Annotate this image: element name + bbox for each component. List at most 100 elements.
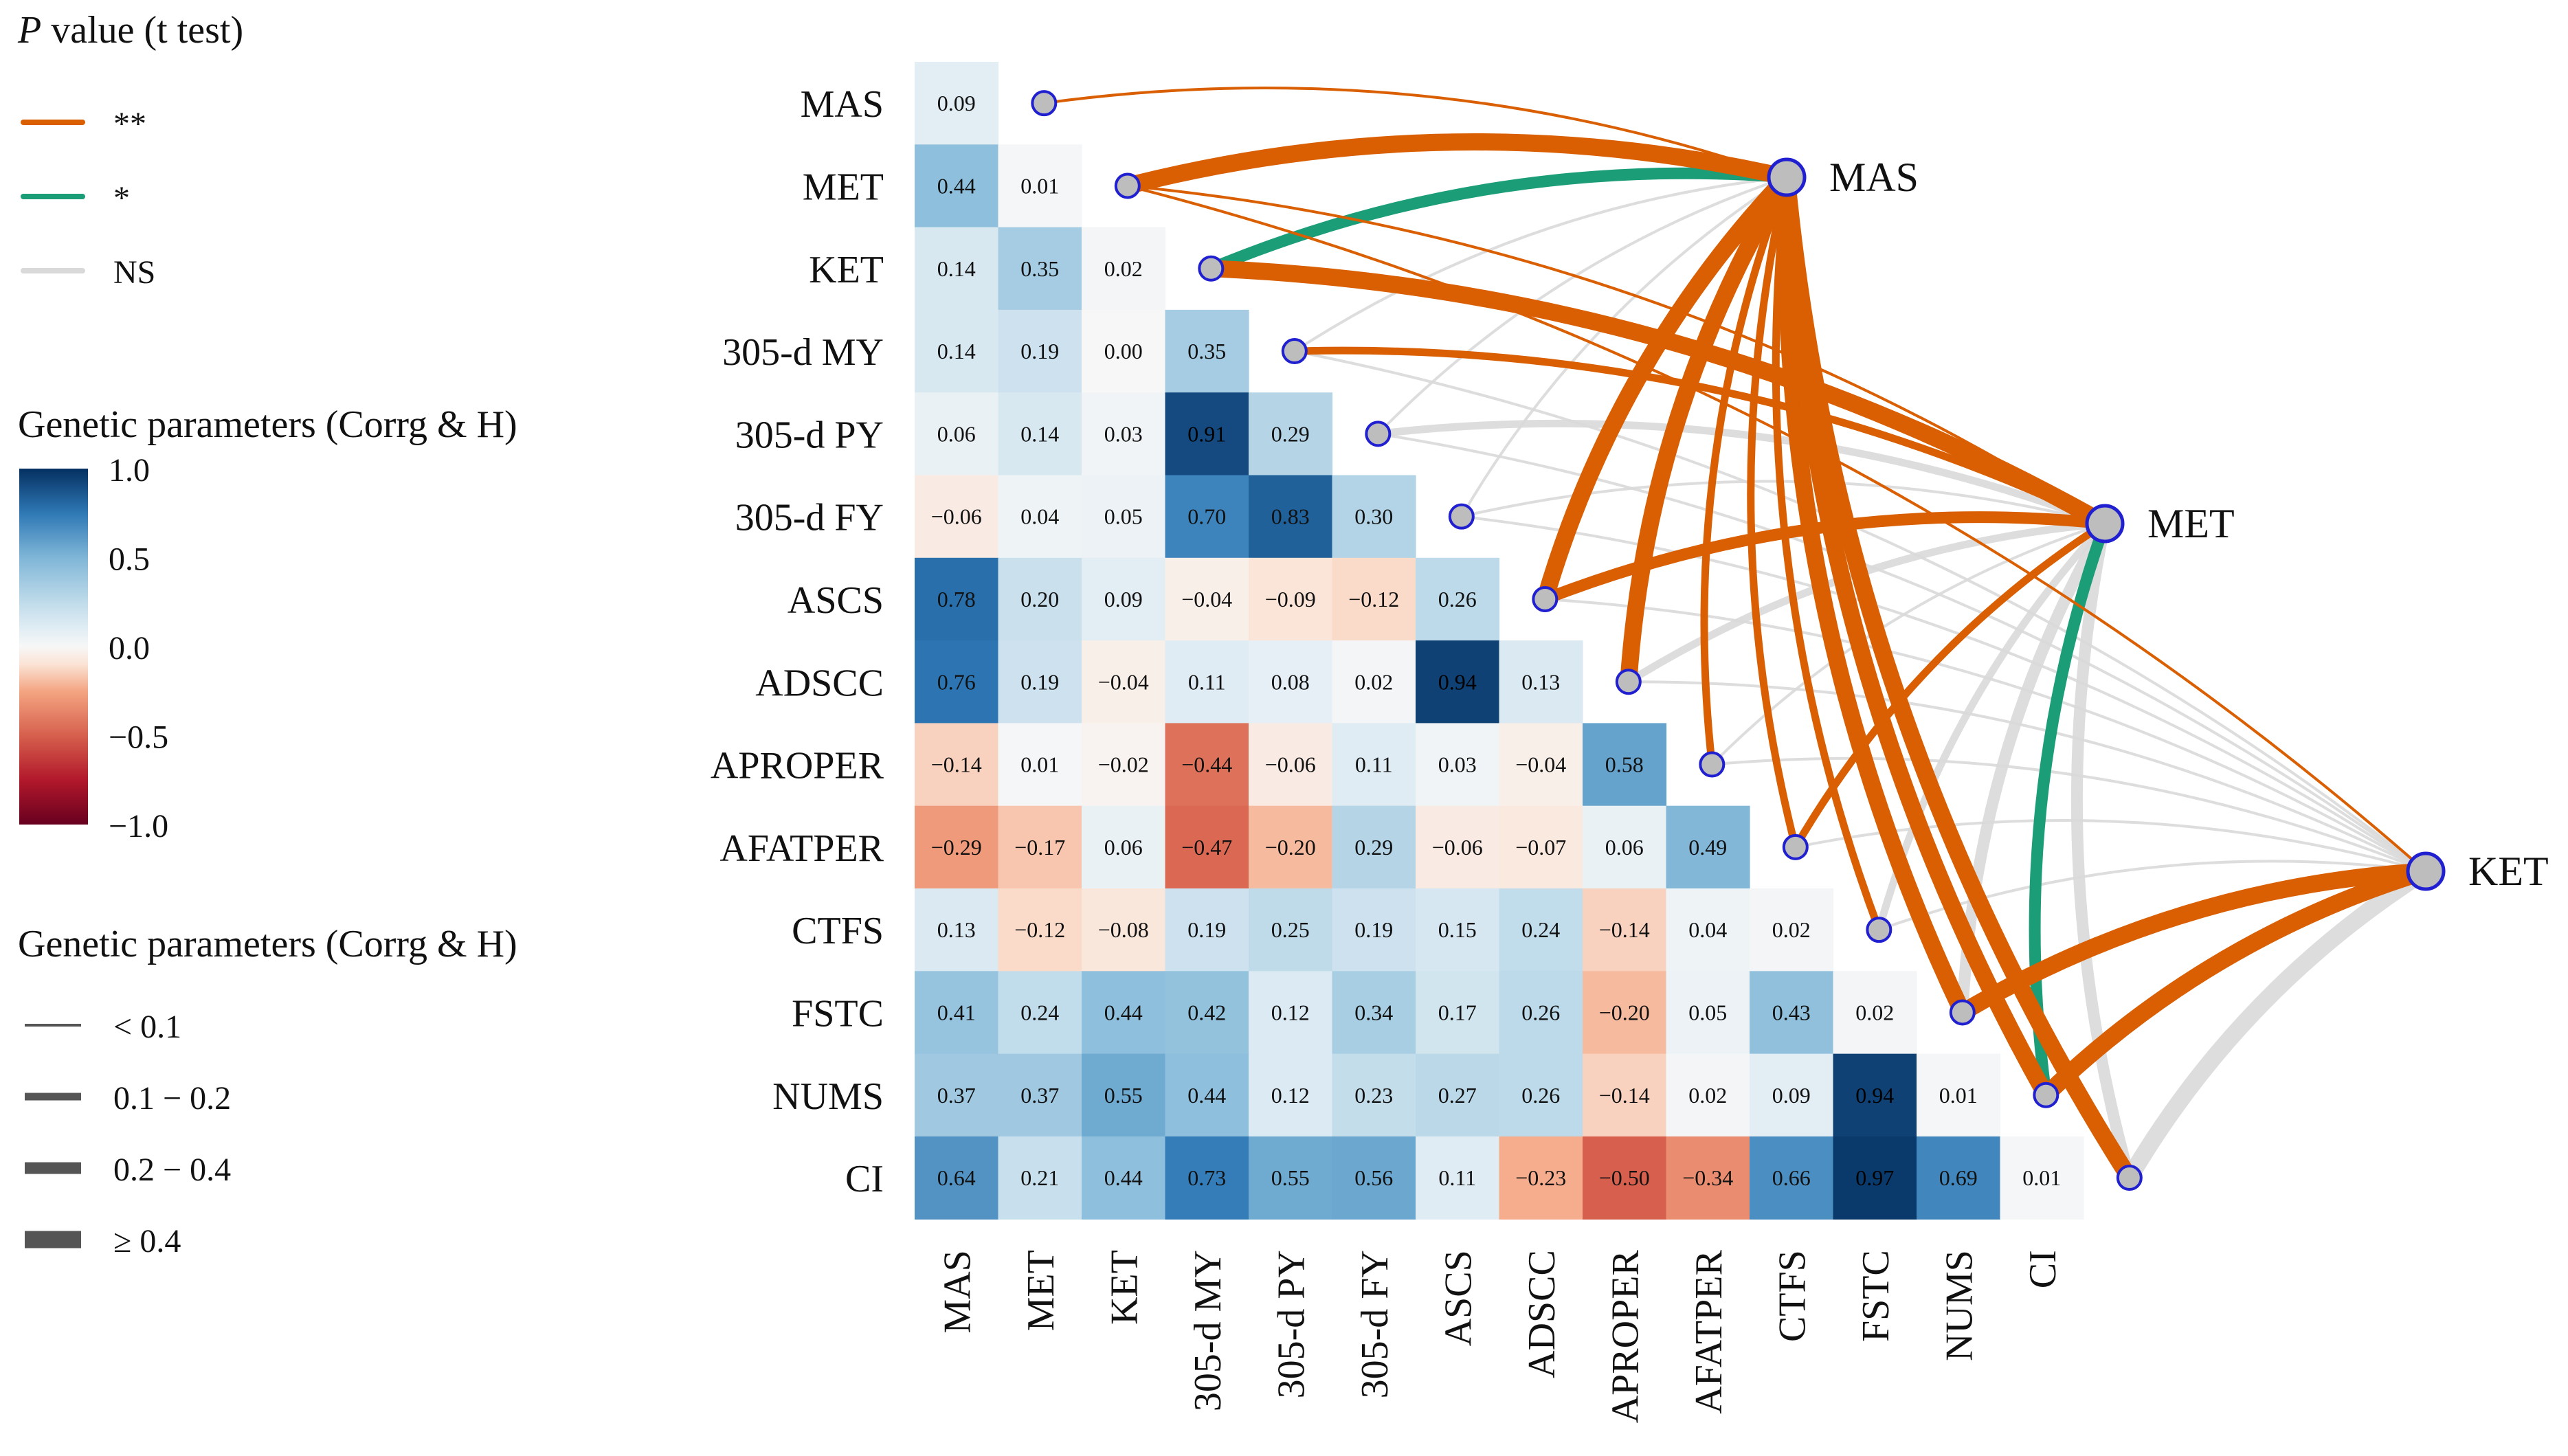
cell-value-label: 0.02 xyxy=(1772,917,1811,942)
width-legend-title: Genetic parameters (Corrg & H) xyxy=(18,923,517,965)
cell-value-label: 0.26 xyxy=(1438,587,1477,612)
row-label-305-d-my: 305-d MY xyxy=(722,331,884,374)
heatmap-cell-305-d-fy-305-d-py xyxy=(1249,475,1333,559)
heatmap-cell-fstc-305-d-py xyxy=(1249,971,1333,1055)
cell-value-label: 0.91 xyxy=(1187,421,1226,446)
column-label-met: MET xyxy=(1020,1250,1062,1331)
hub-label-met: MET xyxy=(2147,501,2235,546)
trait-node-ascs xyxy=(1532,585,1559,612)
cell-value-label: 0.20 xyxy=(1020,587,1059,612)
row-label-ket: KET xyxy=(809,249,884,291)
heatmap-cell-adscc-305-d-my xyxy=(1165,640,1249,724)
cell-value-label: −0.20 xyxy=(1265,835,1316,860)
cell-value-label: 0.35 xyxy=(1020,256,1059,281)
heatmap-cell-ci-ci xyxy=(2000,1136,2084,1220)
link-ket-to-nums xyxy=(2037,862,2435,1104)
heatmap-cell-nums-aproper xyxy=(1583,1053,1667,1137)
column-label-fstc: FSTC xyxy=(1855,1250,1897,1342)
heatmap-cell-305-d-fy-ket xyxy=(1082,475,1166,559)
column-label-aproper: APROPER xyxy=(1605,1250,1647,1424)
cell-value-label: −0.09 xyxy=(1265,587,1316,612)
cell-value-label: 0.19 xyxy=(1020,339,1059,363)
cell-value-label: 0.23 xyxy=(1354,1083,1393,1108)
heatmap-cell-fstc-adscc xyxy=(1499,971,1583,1055)
row-label-afatper: AFATPER xyxy=(719,827,884,870)
trait-node-305-d-py xyxy=(1365,421,1392,447)
cell-value-label: 0.06 xyxy=(1104,835,1143,860)
link-mas-to-mas xyxy=(1042,87,1788,179)
cell-value-label: 0.41 xyxy=(937,1000,976,1024)
cell-value-label: 0.44 xyxy=(1187,1083,1226,1108)
cell-value-label: 0.58 xyxy=(1605,752,1644,777)
cell-value-label: 0.13 xyxy=(937,917,976,942)
cell-value-label: 0.29 xyxy=(1354,835,1393,860)
trait-node-fstc xyxy=(1949,999,1976,1026)
column-label-305-d-my: 305-d MY xyxy=(1187,1250,1229,1411)
cell-value-label: 0.11 xyxy=(1188,669,1226,694)
trait-node-aproper xyxy=(1699,751,1726,778)
hub-label-ket: KET xyxy=(2468,849,2549,894)
heatmap-cells: 0.09 0.44 0.01 0.14 0.35 0.02 0.14 0.19 0.00 0.35… xyxy=(915,62,2084,1220)
heatmap-cell-adscc-met xyxy=(998,640,1082,724)
cell-value-label: 0.03 xyxy=(1438,752,1477,777)
heatmap-cell-adscc-305-d-py xyxy=(1249,640,1333,724)
heatmap-cell-ascs-mas xyxy=(915,557,999,641)
row-label-ascs: ASCS xyxy=(788,579,884,622)
heatmap-cell-nums-ket xyxy=(1082,1053,1166,1137)
cell-value-label: 0.04 xyxy=(1020,504,1059,529)
cell-value-label: 0.83 xyxy=(1271,504,1310,529)
cell-value-label: 0.35 xyxy=(1187,339,1226,363)
heatmap-cell-adscc-adscc xyxy=(1499,640,1583,724)
cell-value-label: 0.70 xyxy=(1187,504,1226,529)
heatmap-cell-305-d-fy-mas xyxy=(915,475,999,559)
cell-value-label: 0.05 xyxy=(1688,1000,1727,1024)
link-ket-to-aproper xyxy=(1710,757,2427,873)
colorbar-title: Genetic parameters (Corrg & H) xyxy=(18,403,517,446)
row-label-305-d-py: 305-d PY xyxy=(735,414,884,456)
cell-value-label: 0.64 xyxy=(937,1165,976,1190)
column-label-305-d-py: 305-d PY xyxy=(1271,1250,1313,1398)
heatmap-cell-ci-305-d-my xyxy=(1165,1136,1249,1220)
cell-value-label: −0.29 xyxy=(931,835,982,860)
cell-value-label: 0.19 xyxy=(1354,917,1393,942)
cell-value-label: 0.11 xyxy=(1355,752,1393,777)
heatmap-cell-aproper-305-d-fy xyxy=(1332,723,1416,807)
heatmap-cell-afatper-met xyxy=(998,805,1082,889)
heatmap-cell-ci-afatper xyxy=(1666,1136,1750,1220)
cell-value-label: 0.08 xyxy=(1271,669,1310,694)
heatmap-cell-ctfs-305-d-py xyxy=(1249,888,1333,972)
heatmap-cell-ci-adscc xyxy=(1499,1136,1583,1220)
heatmap-cell-305-d-fy-305-d-my xyxy=(1165,475,1249,559)
heatmap-cell-fstc-ascs xyxy=(1416,971,1500,1055)
cell-value-label: 0.34 xyxy=(1354,1000,1393,1024)
cell-value-label: 0.01 xyxy=(2022,1165,2061,1190)
cell-value-label: 0.26 xyxy=(1521,1083,1560,1108)
cell-value-label: 0.49 xyxy=(1688,835,1727,860)
cell-value-label: 0.94 xyxy=(1855,1083,1894,1108)
heatmap-cell-aproper-ket xyxy=(1082,723,1166,807)
cell-value-label: 0.26 xyxy=(1521,1000,1560,1024)
cell-value-label: 0.01 xyxy=(1020,752,1059,777)
hub-labels: MAS MET KET xyxy=(1829,155,2549,894)
cell-value-label: 0.06 xyxy=(1605,835,1644,860)
heatmap-cell-afatper-mas xyxy=(915,805,999,889)
heatmap-cell-adscc-mas xyxy=(915,640,999,724)
link-met-to-aproper xyxy=(1710,522,2106,766)
cell-value-label: −0.04 xyxy=(1098,669,1149,694)
column-labels: MAS MET KET 305-d MY 305-d PY 305-d FY ASCS ADS… xyxy=(937,1250,2065,1424)
hub-node-mas xyxy=(1767,157,1807,197)
cell-value-label: 0.02 xyxy=(1855,1000,1894,1024)
pvalue-legend-label: ** xyxy=(113,106,146,142)
heatmap-cell-afatper-305-d-py xyxy=(1249,805,1333,889)
cell-value-label: 0.11 xyxy=(1438,1165,1476,1190)
heatmap-cell-ctfs-met xyxy=(998,888,1082,972)
row-label-fstc: FSTC xyxy=(792,992,884,1035)
width-legend-label: 0.2 − 0.4 xyxy=(113,1152,231,1188)
network-nodes xyxy=(1031,90,2446,1191)
hub-node-ket xyxy=(2406,851,2446,891)
colorbar xyxy=(19,469,88,825)
cell-value-label: 0.44 xyxy=(937,173,976,198)
cell-value-label: 0.30 xyxy=(1354,504,1393,529)
heatmap-cell-fstc-305-d-fy xyxy=(1332,971,1416,1055)
heatmap-cell-305-d-py-met xyxy=(998,392,1082,476)
